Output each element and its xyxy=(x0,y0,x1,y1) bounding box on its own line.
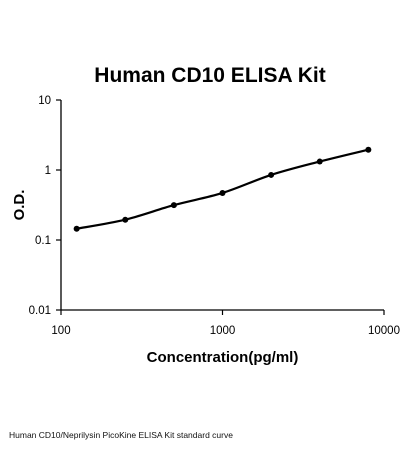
y-tick-label: 1 xyxy=(45,165,51,177)
y-tick-label: 0.1 xyxy=(35,235,51,247)
data-point xyxy=(268,171,275,178)
y-axis-label: O.D. xyxy=(11,190,28,221)
x-tick-label: 10000 xyxy=(368,325,400,337)
x-tick-label: 1000 xyxy=(210,325,236,337)
plot-area xyxy=(73,146,372,232)
data-point xyxy=(170,202,177,209)
data-point xyxy=(316,158,323,165)
x-axis-ticks: 100 1000 10000 xyxy=(51,310,400,337)
x-tick-label: 100 xyxy=(51,325,70,337)
y-tick-label: 10 xyxy=(38,95,51,107)
x-axis-label: Concentration(pg/ml) xyxy=(147,349,299,366)
chart-title: Human CD10 ELISA Kit xyxy=(94,64,325,87)
y-axis-ticks: 10 1 0.1 0.01 xyxy=(29,95,61,317)
data-point xyxy=(122,216,129,223)
y-tick-label: 0.01 xyxy=(29,305,51,317)
standard-curve-line xyxy=(76,148,369,230)
figure-caption: Human CD10/Neprilysin PicoKine ELISA Kit… xyxy=(9,430,233,440)
data-point xyxy=(73,225,80,232)
data-point xyxy=(219,189,226,196)
data-point xyxy=(365,146,372,153)
